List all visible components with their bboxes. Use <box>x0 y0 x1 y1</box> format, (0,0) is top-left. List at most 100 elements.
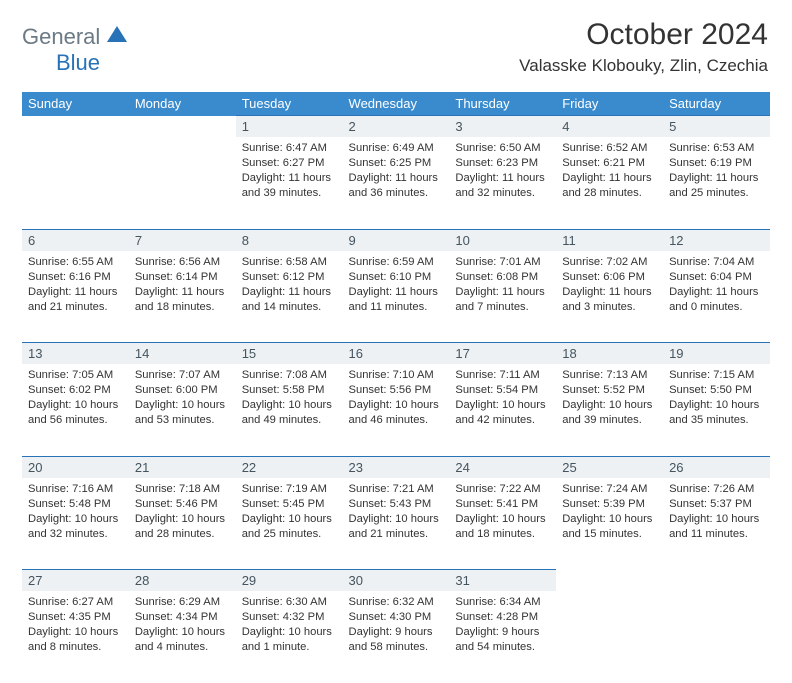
day-sunrise: Sunrise: 6:29 AM <box>135 595 230 610</box>
day-day2: and 1 minute. <box>242 640 337 655</box>
day-cell-td: Sunrise: 7:07 AMSunset: 6:00 PMDaylight:… <box>129 364 236 456</box>
logo: General Blue <box>22 24 129 76</box>
day-day1: Daylight: 9 hours <box>349 625 444 640</box>
day-number: 14 <box>129 343 236 365</box>
day-cell: Sunrise: 7:02 AMSunset: 6:06 PMDaylight:… <box>556 251 663 321</box>
day-day1: Daylight: 11 hours <box>669 171 764 186</box>
day-day2: and 46 minutes. <box>349 413 444 428</box>
logo-text-blue: Blue <box>56 50 100 75</box>
weekday-header: Tuesday <box>236 92 343 116</box>
day-day2: and 36 minutes. <box>349 186 444 201</box>
day-number-row: 20212223242526 <box>22 456 770 478</box>
day-day1: Daylight: 10 hours <box>242 398 337 413</box>
day-cell-td: Sunrise: 6:50 AMSunset: 6:23 PMDaylight:… <box>449 137 556 229</box>
day-sunrise: Sunrise: 7:15 AM <box>669 368 764 383</box>
day-sunset: Sunset: 5:58 PM <box>242 383 337 398</box>
day-number: 9 <box>343 229 450 251</box>
day-sunset: Sunset: 5:41 PM <box>455 497 550 512</box>
day-sunset: Sunset: 5:39 PM <box>562 497 657 512</box>
day-sunrise: Sunrise: 7:26 AM <box>669 482 764 497</box>
day-day2: and 25 minutes. <box>669 186 764 201</box>
day-sunset: Sunset: 5:54 PM <box>455 383 550 398</box>
calendar-table: SundayMondayTuesdayWednesdayThursdayFrid… <box>22 92 770 683</box>
day-number: 23 <box>343 456 450 478</box>
day-cell: Sunrise: 6:29 AMSunset: 4:34 PMDaylight:… <box>129 591 236 661</box>
day-number: 2 <box>343 116 450 138</box>
day-day1: Daylight: 10 hours <box>242 625 337 640</box>
day-day2: and 14 minutes. <box>242 300 337 315</box>
day-day2: and 54 minutes. <box>455 640 550 655</box>
day-cell-td: Sunrise: 6:29 AMSunset: 4:34 PMDaylight:… <box>129 591 236 683</box>
day-sunset: Sunset: 5:48 PM <box>28 497 123 512</box>
day-cell: Sunrise: 7:21 AMSunset: 5:43 PMDaylight:… <box>343 478 450 548</box>
day-cell: Sunrise: 6:27 AMSunset: 4:35 PMDaylight:… <box>22 591 129 661</box>
header: General Blue October 2024 Valasske Klobo… <box>0 0 792 84</box>
day-day1: Daylight: 11 hours <box>135 285 230 300</box>
day-number: 25 <box>556 456 663 478</box>
day-number-row: 2728293031 <box>22 570 770 592</box>
day-cell: Sunrise: 7:11 AMSunset: 5:54 PMDaylight:… <box>449 364 556 434</box>
day-cell-empty <box>556 591 663 683</box>
day-cell: Sunrise: 6:52 AMSunset: 6:21 PMDaylight:… <box>556 137 663 207</box>
day-day1: Daylight: 10 hours <box>242 512 337 527</box>
day-number-empty <box>556 570 663 592</box>
logo-text-general: General <box>22 24 100 49</box>
day-day1: Daylight: 10 hours <box>349 512 444 527</box>
day-number: 6 <box>22 229 129 251</box>
day-cell-td: Sunrise: 7:05 AMSunset: 6:02 PMDaylight:… <box>22 364 129 456</box>
day-cell: Sunrise: 6:53 AMSunset: 6:19 PMDaylight:… <box>663 137 770 207</box>
day-sunrise: Sunrise: 7:04 AM <box>669 255 764 270</box>
day-day1: Daylight: 11 hours <box>349 171 444 186</box>
day-day1: Daylight: 10 hours <box>455 398 550 413</box>
day-sunset: Sunset: 5:46 PM <box>135 497 230 512</box>
day-sunset: Sunset: 5:37 PM <box>669 497 764 512</box>
day-number: 16 <box>343 343 450 365</box>
day-day2: and 39 minutes. <box>242 186 337 201</box>
day-sunset: Sunset: 6:25 PM <box>349 156 444 171</box>
day-content-row: Sunrise: 6:55 AMSunset: 6:16 PMDaylight:… <box>22 251 770 343</box>
day-day1: Daylight: 10 hours <box>669 398 764 413</box>
day-number: 19 <box>663 343 770 365</box>
day-day2: and 11 minutes. <box>349 300 444 315</box>
day-day1: Daylight: 10 hours <box>135 512 230 527</box>
day-cell-empty <box>663 591 770 683</box>
day-number: 10 <box>449 229 556 251</box>
day-number: 21 <box>129 456 236 478</box>
day-sunrise: Sunrise: 7:13 AM <box>562 368 657 383</box>
day-number: 3 <box>449 116 556 138</box>
day-day1: Daylight: 10 hours <box>562 512 657 527</box>
day-sunrise: Sunrise: 6:34 AM <box>455 595 550 610</box>
day-cell: Sunrise: 6:47 AMSunset: 6:27 PMDaylight:… <box>236 137 343 207</box>
day-sunset: Sunset: 6:21 PM <box>562 156 657 171</box>
day-number-row: 6789101112 <box>22 229 770 251</box>
day-cell: Sunrise: 6:30 AMSunset: 4:32 PMDaylight:… <box>236 591 343 661</box>
day-cell: Sunrise: 7:10 AMSunset: 5:56 PMDaylight:… <box>343 364 450 434</box>
day-sunrise: Sunrise: 7:01 AM <box>455 255 550 270</box>
day-sunrise: Sunrise: 6:32 AM <box>349 595 444 610</box>
day-sunrise: Sunrise: 7:08 AM <box>242 368 337 383</box>
day-cell-td: Sunrise: 6:49 AMSunset: 6:25 PMDaylight:… <box>343 137 450 229</box>
day-sunset: Sunset: 5:45 PM <box>242 497 337 512</box>
day-content-row: Sunrise: 6:27 AMSunset: 4:35 PMDaylight:… <box>22 591 770 683</box>
day-sunrise: Sunrise: 7:16 AM <box>28 482 123 497</box>
day-cell-td: Sunrise: 7:15 AMSunset: 5:50 PMDaylight:… <box>663 364 770 456</box>
day-cell-td: Sunrise: 6:56 AMSunset: 6:14 PMDaylight:… <box>129 251 236 343</box>
calendar-header-row: SundayMondayTuesdayWednesdayThursdayFrid… <box>22 92 770 116</box>
day-cell: Sunrise: 7:26 AMSunset: 5:37 PMDaylight:… <box>663 478 770 548</box>
day-cell: Sunrise: 6:34 AMSunset: 4:28 PMDaylight:… <box>449 591 556 661</box>
day-cell-td: Sunrise: 7:26 AMSunset: 5:37 PMDaylight:… <box>663 478 770 570</box>
day-cell: Sunrise: 7:24 AMSunset: 5:39 PMDaylight:… <box>556 478 663 548</box>
day-day2: and 39 minutes. <box>562 413 657 428</box>
day-day1: Daylight: 11 hours <box>242 171 337 186</box>
location: Valasske Klobouky, Zlin, Czechia <box>519 56 768 76</box>
day-number: 1 <box>236 116 343 138</box>
day-sunrise: Sunrise: 6:58 AM <box>242 255 337 270</box>
day-sunset: Sunset: 5:43 PM <box>349 497 444 512</box>
day-cell-td: Sunrise: 7:16 AMSunset: 5:48 PMDaylight:… <box>22 478 129 570</box>
day-cell-td: Sunrise: 7:21 AMSunset: 5:43 PMDaylight:… <box>343 478 450 570</box>
day-cell: Sunrise: 6:59 AMSunset: 6:10 PMDaylight:… <box>343 251 450 321</box>
day-day2: and 3 minutes. <box>562 300 657 315</box>
day-day2: and 18 minutes. <box>455 527 550 542</box>
day-cell-td: Sunrise: 6:52 AMSunset: 6:21 PMDaylight:… <box>556 137 663 229</box>
day-cell-td: Sunrise: 7:24 AMSunset: 5:39 PMDaylight:… <box>556 478 663 570</box>
